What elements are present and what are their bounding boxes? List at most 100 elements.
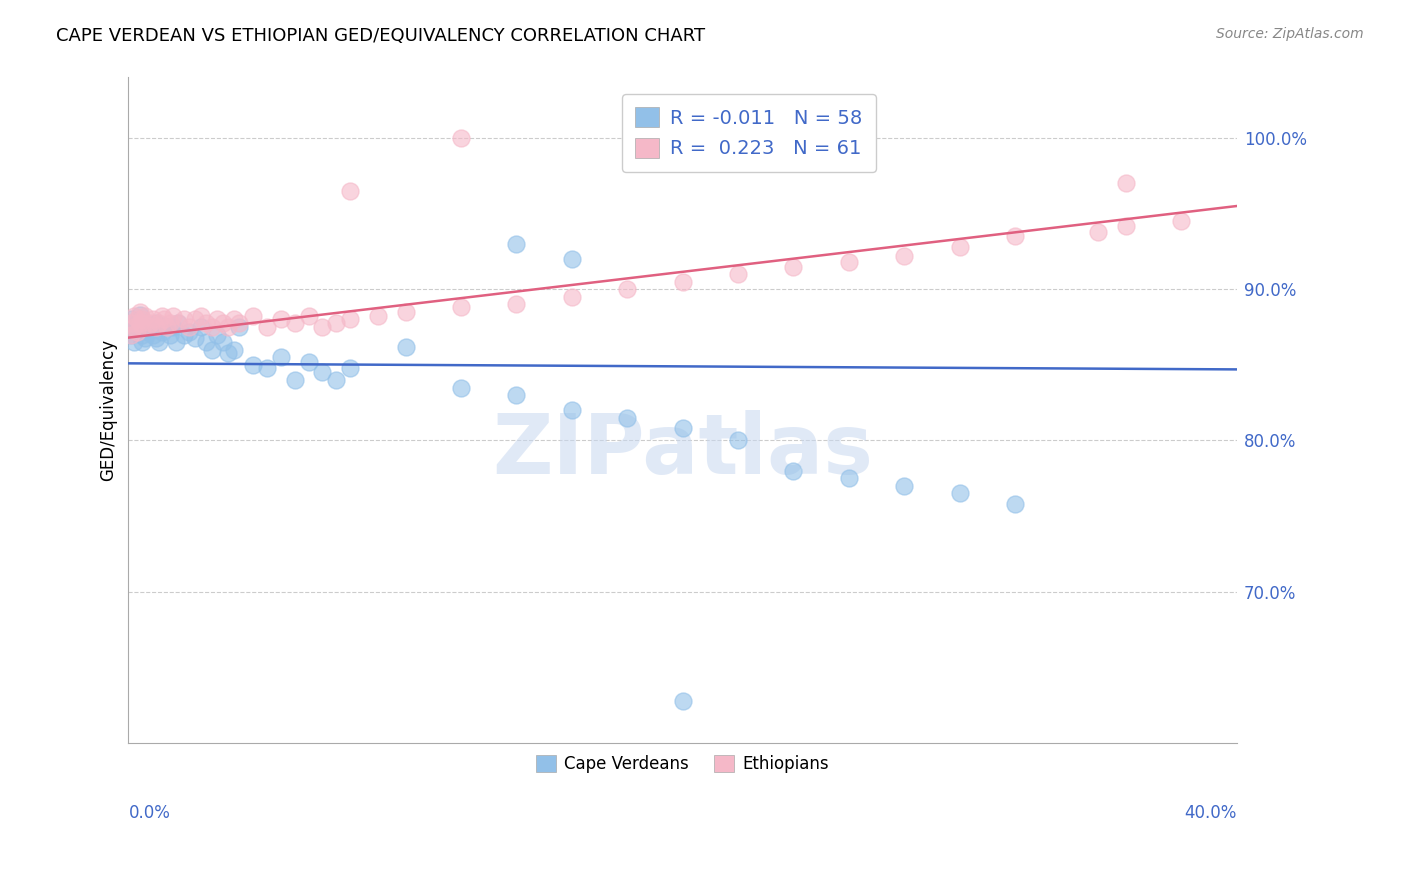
Point: [190, 320, 212, 334]
Point: [450, 380, 472, 394]
Point: [228, 316, 250, 330]
Point: [131, 327, 153, 342]
Point: [190, 310, 212, 324]
Point: [325, 373, 347, 387]
Point: [1170, 214, 1192, 228]
Point: [125, 316, 148, 330]
Point: [120, 327, 142, 342]
Point: [128, 305, 150, 319]
Point: [450, 301, 472, 315]
Point: [159, 327, 181, 342]
Point: [145, 320, 167, 334]
Point: [228, 320, 250, 334]
Point: [782, 464, 804, 478]
Point: [179, 325, 201, 339]
Point: [297, 310, 319, 324]
Point: [205, 327, 228, 342]
Point: [128, 308, 150, 322]
Point: [200, 320, 222, 334]
Point: [122, 335, 145, 350]
Point: [136, 325, 159, 339]
Point: [211, 335, 233, 350]
Point: [173, 312, 195, 326]
Point: [128, 316, 150, 330]
Point: [148, 316, 170, 330]
Point: [949, 486, 972, 500]
Point: [394, 340, 416, 354]
Point: [145, 316, 167, 330]
Text: ZIPatlas: ZIPatlas: [492, 409, 873, 491]
Point: [311, 320, 333, 334]
Point: [893, 479, 915, 493]
Point: [256, 320, 278, 334]
Point: [159, 316, 181, 330]
Point: [167, 316, 190, 330]
Point: [205, 312, 228, 326]
Point: [120, 312, 142, 326]
Point: [325, 316, 347, 330]
Point: [167, 316, 190, 330]
Text: CAPE VERDEAN VS ETHIOPIAN GED/EQUIVALENCY CORRELATION CHART: CAPE VERDEAN VS ETHIOPIAN GED/EQUIVALENC…: [56, 27, 706, 45]
Point: [165, 335, 187, 350]
Point: [838, 255, 860, 269]
Point: [131, 335, 153, 350]
Point: [139, 316, 162, 330]
Point: [122, 320, 145, 334]
Point: [120, 316, 142, 330]
Point: [222, 343, 245, 357]
Point: [339, 312, 361, 326]
Point: [297, 355, 319, 369]
Point: [616, 282, 638, 296]
Point: [120, 327, 142, 342]
Point: [200, 343, 222, 357]
Point: [156, 320, 179, 334]
Point: [125, 312, 148, 326]
Point: [242, 358, 264, 372]
Point: [184, 312, 207, 326]
Point: [561, 290, 583, 304]
Point: [217, 345, 239, 359]
Point: [256, 360, 278, 375]
Point: [148, 335, 170, 350]
Text: Source: ZipAtlas.com: Source: ZipAtlas.com: [1216, 27, 1364, 41]
Point: [616, 410, 638, 425]
Point: [1087, 225, 1109, 239]
Point: [142, 327, 165, 342]
Point: [561, 403, 583, 417]
Point: [671, 694, 693, 708]
Point: [505, 236, 527, 251]
Point: [284, 316, 307, 330]
Point: [367, 310, 389, 324]
Point: [134, 331, 156, 345]
Point: [211, 316, 233, 330]
Point: [139, 318, 162, 333]
Point: [893, 249, 915, 263]
Point: [125, 325, 148, 339]
Point: [1004, 497, 1026, 511]
Point: [284, 373, 307, 387]
Point: [270, 312, 292, 326]
Point: [1004, 229, 1026, 244]
Point: [311, 366, 333, 380]
Point: [1115, 177, 1137, 191]
Point: [195, 335, 218, 350]
Point: [505, 297, 527, 311]
Point: [450, 131, 472, 145]
Point: [217, 320, 239, 334]
Legend: Cape Verdeans, Ethiopians: Cape Verdeans, Ethiopians: [527, 747, 838, 781]
Text: 0.0%: 0.0%: [128, 804, 170, 822]
Point: [131, 320, 153, 334]
Point: [125, 325, 148, 339]
Point: [727, 434, 749, 448]
Text: 40.0%: 40.0%: [1184, 804, 1237, 822]
Y-axis label: GED/Equivalency: GED/Equivalency: [100, 339, 117, 482]
Point: [671, 421, 693, 435]
Point: [1115, 219, 1137, 233]
Point: [128, 318, 150, 333]
Point: [122, 310, 145, 324]
Point: [173, 327, 195, 342]
Point: [122, 320, 145, 334]
Point: [142, 312, 165, 326]
Point: [134, 320, 156, 334]
Point: [339, 360, 361, 375]
